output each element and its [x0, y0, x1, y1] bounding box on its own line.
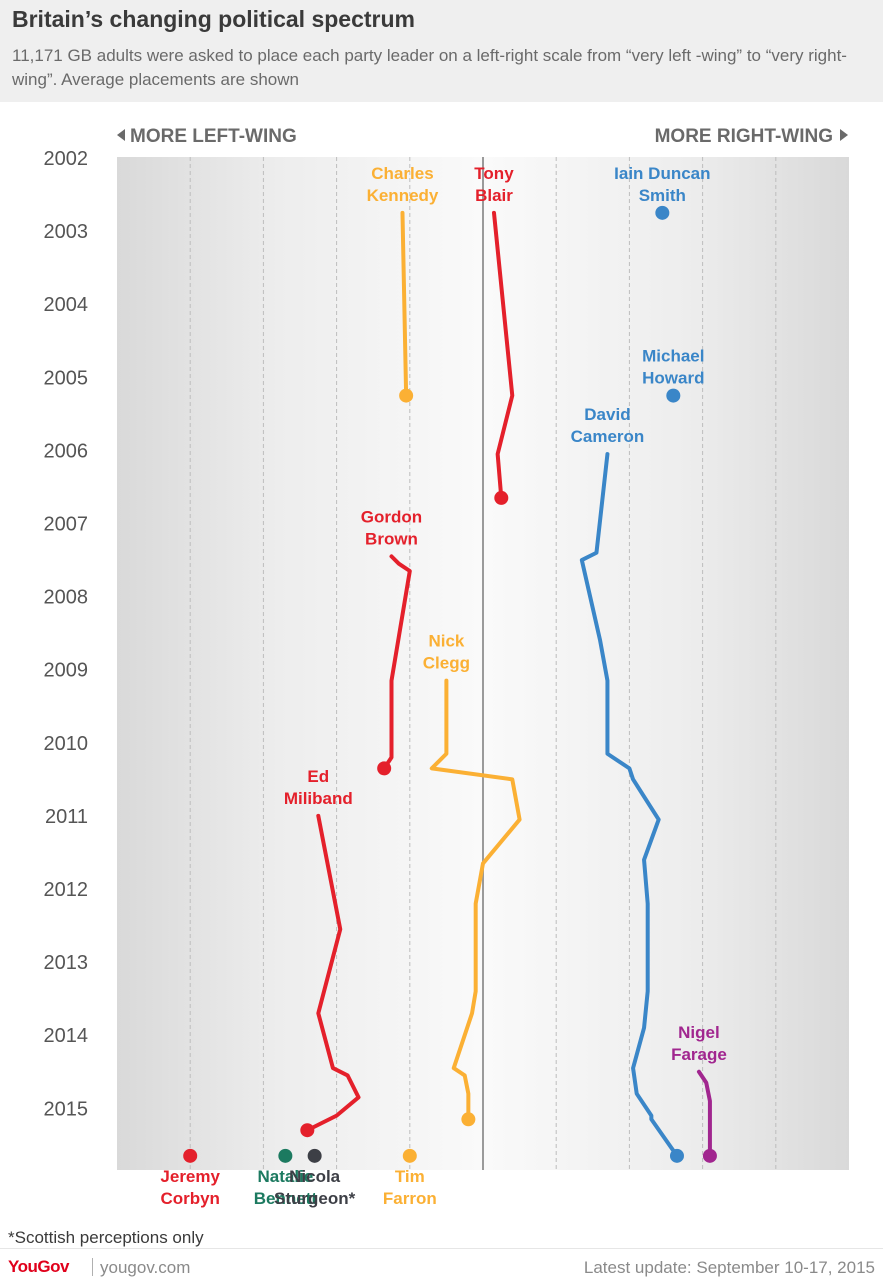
chart-header: Britain’s changing political spectrum 11…: [0, 0, 883, 102]
current-leader-label: Nicola: [289, 1167, 341, 1186]
year-tick-label: 2008: [44, 587, 89, 609]
year-tick-label: 2012: [44, 879, 89, 901]
year-tick-label: 2010: [44, 733, 89, 755]
year-tick-label: 2006: [44, 440, 89, 462]
series-label: Howard: [642, 369, 704, 388]
series-end-point: [300, 1123, 315, 1138]
year-tick-label: 2002: [44, 148, 89, 170]
series-label: Farage: [671, 1045, 727, 1064]
footer-divider: [0, 1248, 883, 1249]
year-tick-label: 2015: [44, 1098, 89, 1120]
year-tick-label: 2013: [44, 952, 89, 974]
series-label: Blair: [475, 186, 513, 205]
current-leader-label: Bennett: [254, 1189, 318, 1208]
year-tick-label: 2011: [45, 806, 88, 828]
chart-subtitle: 11,171 GB adults were asked to place eac…: [12, 46, 847, 89]
update-date: Latest update: September 10-17, 2015: [583, 1258, 875, 1277]
left-axis-label: MORE LEFT-WING: [130, 126, 297, 147]
current-leader-dot: [402, 1148, 417, 1163]
series-label: Tony: [474, 164, 514, 183]
arrow-left-icon: [117, 129, 125, 141]
series-label: Michael: [642, 347, 704, 366]
series-label: Iain Duncan: [614, 164, 710, 183]
series-line: [305, 813, 361, 1133]
current-leader-label: Sturgeon*: [274, 1189, 356, 1208]
current-leader-dot: [307, 1148, 322, 1163]
series-label: Ed: [307, 767, 329, 786]
series-end-point: [669, 1148, 684, 1163]
brand-logo: YouGov: [8, 1257, 69, 1276]
footnote: *Scottish perceptions only: [8, 1228, 204, 1247]
year-tick-label: 2009: [44, 660, 89, 682]
series-end-point: [461, 1112, 476, 1127]
series-line: [400, 210, 409, 398]
series-line: [579, 452, 679, 1158]
series-end-point: [377, 761, 392, 776]
chart-title: Britain’s changing political spectrum: [12, 6, 415, 32]
current-leader-label: Farron: [383, 1189, 437, 1208]
series-label: Nick: [428, 632, 464, 651]
current-leader-label: Jeremy: [160, 1167, 220, 1186]
year-tick-label: 2004: [44, 294, 89, 316]
series-line: [429, 678, 522, 1122]
series-label: Clegg: [423, 654, 470, 673]
series-label: Kennedy: [367, 186, 439, 205]
year-tick-label: 2005: [44, 367, 89, 389]
year-tick-label: 2014: [44, 1025, 89, 1047]
series-end-point: [702, 1148, 717, 1163]
chart-area: MORE LEFT-WING MORE RIGHT-WING 2002 2003 200…: [44, 126, 849, 1208]
right-axis-label: MORE RIGHT-WING: [655, 126, 833, 147]
series-label: David: [584, 405, 630, 424]
series-label: Miliband: [284, 789, 353, 808]
year-tick-label: 2007: [44, 514, 89, 536]
series-end-point: [666, 388, 681, 403]
arrow-right-icon: [840, 129, 848, 141]
footer-separator: [92, 1258, 93, 1276]
series-label: Nigel: [678, 1023, 720, 1042]
current-leader-label: Natalie: [257, 1167, 313, 1186]
series-line: [382, 554, 412, 771]
series-end-point: [655, 205, 670, 220]
series-label: Gordon: [361, 507, 422, 526]
series-label: Cameron: [571, 427, 645, 446]
series-label: Smith: [639, 186, 686, 205]
current-leader-label: Tim: [395, 1167, 425, 1186]
series-end-point: [494, 490, 509, 505]
current-leader-dot: [183, 1148, 198, 1163]
current-leader-dot: [278, 1148, 293, 1163]
series-label: Charles: [371, 164, 433, 183]
series-end-point: [399, 388, 414, 403]
series-line: [696, 1069, 712, 1158]
current-leader-label: Corbyn: [160, 1189, 220, 1208]
series-label: Brown: [365, 529, 418, 548]
site-link[interactable]: yougov.com: [100, 1258, 191, 1277]
series-line: [491, 210, 515, 500]
year-tick-label: 2003: [44, 221, 89, 243]
